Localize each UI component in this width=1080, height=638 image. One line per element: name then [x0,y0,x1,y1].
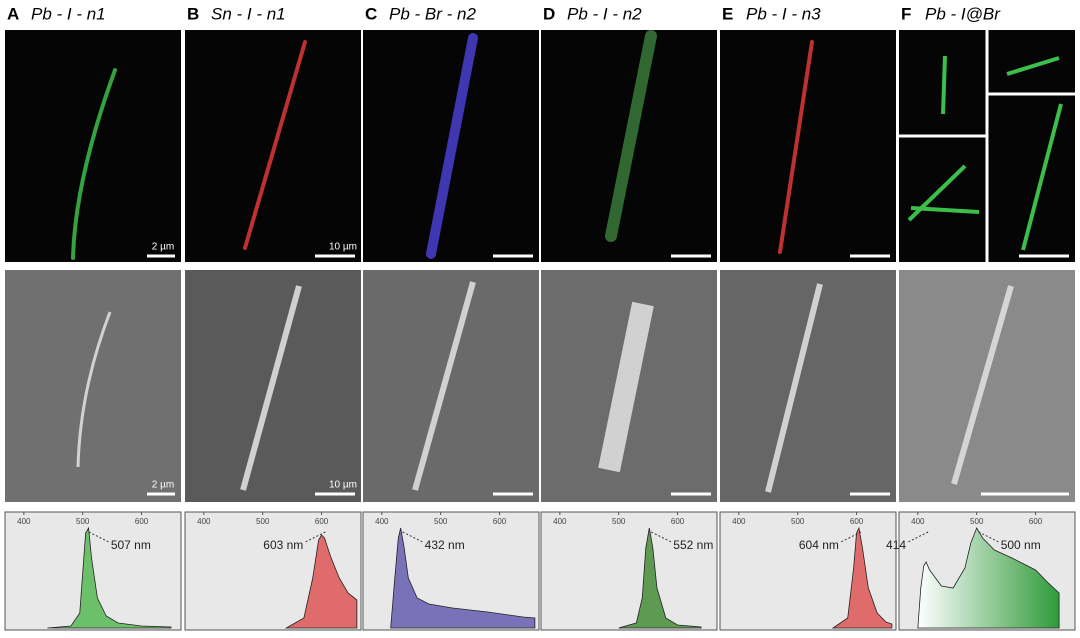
spectrum-frame [540,511,718,631]
panel-letter: F [901,4,911,23]
nanowire [243,40,307,250]
sem-image [541,270,717,502]
peak-label: 603 nm [263,538,303,552]
sem-image [899,270,1075,502]
peak-label: 414 [886,538,906,552]
panel-letter: A [7,4,19,23]
nanowire [951,285,1014,485]
nanowire [941,55,947,115]
nanowire [240,285,302,491]
peak-label: 604 nm [799,538,839,552]
x-tick-label: 400 [553,517,567,526]
scale-label: 10 µm [329,242,357,253]
nanowire [910,206,980,214]
x-tick-label: 500 [612,517,626,526]
peak-label: 500 nm [1001,538,1041,552]
nanowire [907,164,967,222]
scale-label: 10 µm [329,480,357,491]
image-bg [899,270,1075,502]
nanowire [778,40,814,254]
panel-letter: D [543,4,555,23]
x-tick-label: 500 [434,517,448,526]
fluorescence-image: 2 µm [5,30,181,262]
spectrum-area [47,526,172,629]
panel-letter: C [365,4,377,23]
spectrum-area [284,534,358,629]
x-tick-label: 400 [197,517,211,526]
nanowire [76,311,112,468]
image-bg [5,30,181,262]
spectrum-area [831,526,893,629]
panel-title: Pb - I@Br [925,4,1001,23]
x-tick-label: 500 [791,517,805,526]
x-tick-label: 500 [76,517,90,526]
peak-label: 432 nm [425,538,465,552]
nanowire [1006,56,1060,76]
nanowire [598,301,654,473]
sem-image: 2 µm [5,270,181,502]
nanowire [71,68,117,260]
peak-label: 552 nm [673,538,713,552]
nanowire [412,281,476,491]
spectrum-area [917,527,1060,629]
fluorescence-image [899,30,1075,262]
x-tick-label: 600 [315,517,329,526]
nanowire [426,33,478,259]
image-bg [720,270,896,502]
x-tick-label: 400 [375,517,389,526]
nanowire [605,30,657,242]
panel-letter: E [722,4,733,23]
x-tick-label: 400 [911,517,925,526]
x-tick-label: 600 [1029,517,1043,526]
nanowire [1021,103,1063,251]
x-tick-label: 600 [671,517,685,526]
x-tick-label: 600 [850,517,864,526]
nanowire [765,283,823,493]
sem-image [720,270,896,502]
panel-title: Pb - I - n2 [567,4,642,23]
fluorescence-image: 10 µm [185,30,361,262]
panel-title: Pb - I - n3 [746,4,821,23]
x-tick-label: 400 [732,517,746,526]
spectrum-area [618,527,702,629]
fluorescence-image [363,30,539,262]
peak-label: 507 nm [111,538,151,552]
x-tick-label: 600 [135,517,149,526]
panel-letter: B [187,4,199,23]
sem-image: 10 µm [185,270,361,502]
x-tick-label: 500 [970,517,984,526]
panel-title: Sn - I - n1 [211,4,286,23]
sem-image [363,270,539,502]
panel-title: Pb - I - n1 [31,4,106,23]
scale-label: 2 µm [152,242,174,253]
x-tick-label: 400 [17,517,31,526]
spectrum-area [390,527,536,629]
fluorescence-image [541,30,717,262]
x-tick-label: 500 [256,517,270,526]
fluorescence-image [720,30,896,262]
image-bg [5,270,181,502]
scale-label: 2 µm [152,480,174,491]
x-tick-label: 600 [493,517,507,526]
image-bg [363,270,539,502]
panel-title: Pb - Br - n2 [389,4,476,23]
